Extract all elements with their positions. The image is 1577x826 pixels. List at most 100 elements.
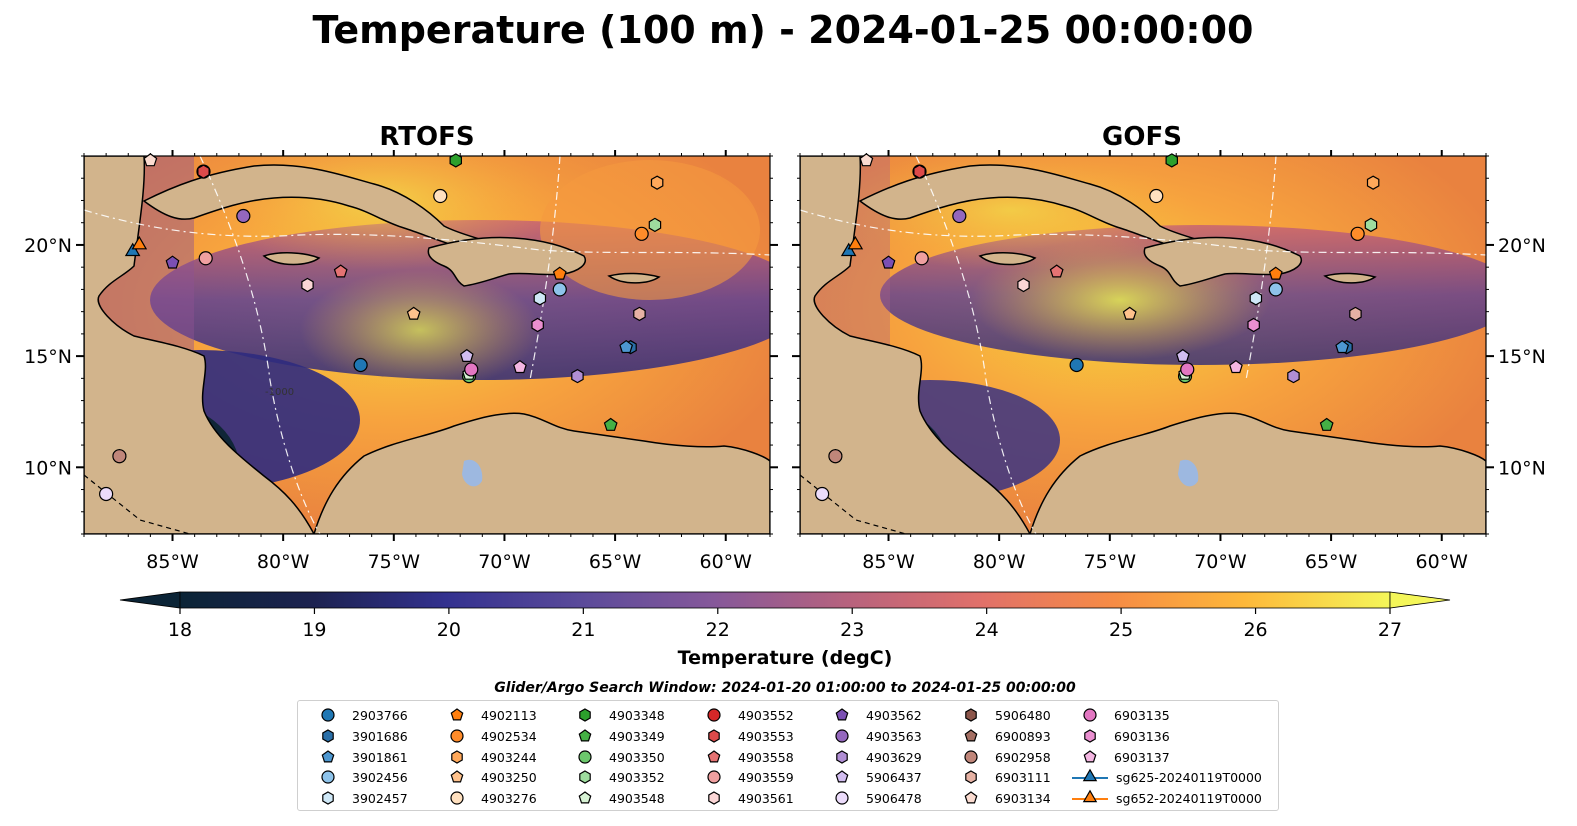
- legend-label: 4903553: [738, 728, 794, 744]
- float-marker-4903629: [1287, 368, 1300, 384]
- legend-item: 4903548: [565, 788, 705, 808]
- lon-tick-label: 80°W: [257, 551, 310, 573]
- legend-marker-icon: [707, 770, 721, 784]
- map-frame-rtofs: [83, 155, 771, 535]
- lat-tick-label: 10°N: [1498, 457, 1546, 479]
- float-marker-4902534: [1350, 226, 1365, 241]
- legend-item: 6903136: [1070, 726, 1210, 746]
- colorbar-tick-label: 25: [1109, 619, 1133, 641]
- legend-marker-6903111: [965, 770, 977, 785]
- legend-item: 5906437: [822, 767, 962, 787]
- legend-marker-icon: [708, 729, 720, 743]
- float-marker-sg625-20240119T0000: [124, 242, 141, 257]
- colorbar: 18 19 20 21 22 23 24 25 26 27 Temperature (degC): [119, 591, 1451, 669]
- legend-marker-icon: [578, 729, 592, 742]
- float-marker-4903276: [433, 188, 448, 204]
- lon-tick-label: 65°W: [1305, 551, 1358, 573]
- legend-label: 4903563: [866, 728, 922, 744]
- float-marker-4903352: [648, 217, 662, 233]
- float-marker-3902456: [1268, 282, 1283, 297]
- legend-label: 4903548: [609, 791, 665, 807]
- float-marker-6903137: [1229, 359, 1243, 374]
- lat-tick-label: 15°N: [1498, 346, 1546, 368]
- legend-item: 3901861: [308, 747, 448, 767]
- legend-label: 6902958: [995, 749, 1051, 765]
- legend-marker-4902113: [450, 708, 464, 721]
- contour-label: -1000: [265, 387, 294, 398]
- legend-item: 2903766: [308, 705, 448, 725]
- legend-label: 4903250: [481, 770, 537, 786]
- legend-marker-6903134: [964, 791, 978, 804]
- legend-marker-icon: [965, 708, 977, 722]
- legend-item: 4903552: [694, 705, 834, 725]
- legend-marker-6900893: [964, 729, 978, 742]
- lon-tick-label: 65°W: [589, 551, 642, 573]
- legend-label: 6903137: [1114, 749, 1170, 765]
- legend-marker-4903629: [836, 749, 848, 764]
- float-marker-4903561: [1017, 277, 1030, 293]
- legend-item: 4902113: [437, 705, 577, 725]
- legend-marker-5906437: [835, 770, 849, 783]
- float-marker-4903352: [1364, 217, 1378, 233]
- legend-marker-3901861: [321, 749, 335, 763]
- legend-label: 5906437: [866, 770, 922, 786]
- legend-marker-5906478: [835, 791, 849, 805]
- legend-marker-icon: [1072, 768, 1108, 782]
- legend-marker-icon: [321, 749, 335, 763]
- legend-label: 4903562: [866, 708, 922, 723]
- legend-marker-icon: [578, 791, 592, 804]
- float-marker-2903766: [1069, 357, 1084, 373]
- legend-item: 4903348: [565, 705, 705, 725]
- legend-marker-icon: [835, 729, 849, 743]
- lat-tick-label: 20°N: [1498, 235, 1546, 257]
- legend-label: 3901686: [352, 728, 408, 744]
- legend-label: 5906478: [866, 791, 922, 807]
- legend-label: 4903349: [609, 728, 665, 744]
- legend-marker-icon: [321, 770, 335, 784]
- legend-marker-6902958: [964, 749, 978, 764]
- colorbar-tick-label: 23: [840, 619, 864, 641]
- float-marker-6903135: [464, 362, 479, 377]
- legend-label: 3902457: [352, 791, 408, 807]
- float-marker-3901861: [1335, 339, 1350, 354]
- legend-marker-3902457: [322, 791, 334, 805]
- legend-item: 4903349: [565, 726, 705, 746]
- panel-title-rtofs: RTOFS: [379, 122, 474, 152]
- search-window-caption: Glider/Argo Search Window: 2024-01-20 01…: [494, 680, 1076, 696]
- lon-tick-label: 70°W: [1194, 551, 1247, 573]
- legend-marker-icon: [322, 791, 334, 805]
- float-marker-4903349: [1319, 417, 1334, 431]
- lon-tick-label: 60°W: [700, 551, 753, 573]
- legend-item: 4903563: [822, 726, 962, 746]
- lon-tick-label: 85°W: [146, 551, 199, 573]
- float-marker-5906478: [815, 486, 830, 502]
- float-marker-6903136: [531, 317, 544, 333]
- legend-label: 3902456: [352, 770, 408, 786]
- float-marker-4903629: [571, 368, 584, 384]
- legend-marker-4903552: [707, 708, 721, 722]
- legend-item: 4903558: [694, 747, 834, 767]
- colorbar-tick-label: 19: [302, 619, 326, 641]
- legend-item: 4902534: [437, 726, 577, 746]
- legend-marker-icon: [579, 770, 591, 785]
- legend-marker-icon: [707, 749, 721, 763]
- legend-marker-icon: [964, 749, 978, 764]
- float-marker-2903766: [353, 357, 368, 373]
- legend-item: sg625-20240119T0000: [1070, 767, 1262, 787]
- colorbar-bar: [179, 591, 1391, 609]
- legend-marker-icon: [578, 749, 592, 764]
- legend-label: 6903134: [995, 791, 1051, 807]
- colorbar-tick-label: 21: [571, 619, 595, 641]
- legend-marker-icon: [835, 791, 849, 805]
- legend: 2903766 3901686 3901861 3902456 3902457 49021…: [297, 700, 1279, 811]
- legend-marker-icon: [1083, 708, 1097, 722]
- float-markers-rtofs: [99, 153, 664, 502]
- float-marker-4902534: [634, 226, 649, 241]
- legend-item: 4903629: [822, 747, 962, 767]
- legend-marker-sg652-20240119T0000: [1082, 789, 1098, 803]
- legend-label: 6900893: [995, 728, 1051, 744]
- legend-label: 4903552: [738, 708, 794, 723]
- colorbar-tick-label: 22: [706, 619, 730, 641]
- float-marker-5906437: [459, 348, 474, 362]
- lon-tick-label: 75°W: [368, 551, 421, 573]
